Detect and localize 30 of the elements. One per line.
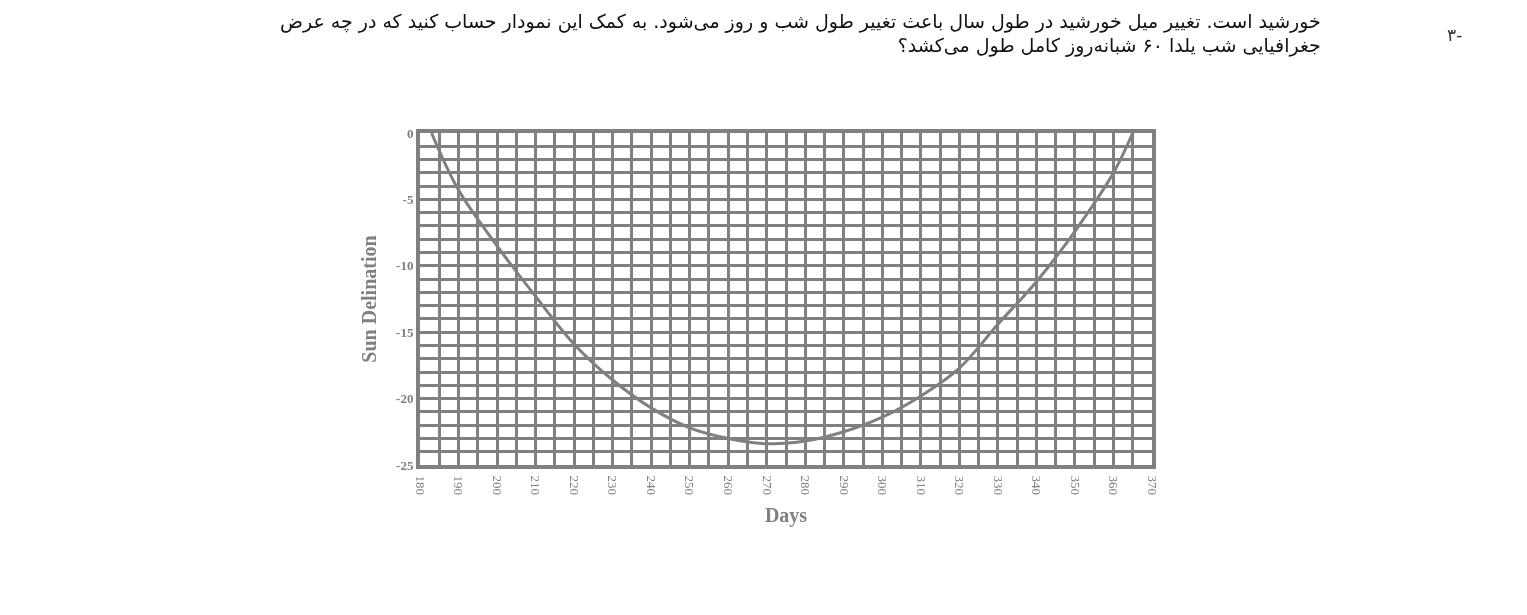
x-tick-label: 190 <box>451 475 467 496</box>
x-tick-label: 290 <box>836 475 852 496</box>
x-tick-label: 200 <box>489 475 505 496</box>
y-tick-label: 0 <box>406 125 414 141</box>
x-tick-label: 350 <box>1067 475 1083 496</box>
chart-title: خورشید است. تغییر میل خورشید در طول سال باعث تغییر طول شب و روز می‌شود. به کمک این نمودار حساب کنید که در چه عرض جغرافیایی شب یلدا ۶۰ شبانه‌روز کامل طول می‌کشد؟ <box>279 9 1321 58</box>
x-tick-label: 230 <box>605 475 621 496</box>
x-tick-label: 300 <box>875 475 891 496</box>
text: ۳- <box>1447 25 1463 45</box>
x-tick-label: 330 <box>990 475 1006 496</box>
y-tick-label: -15 <box>396 324 414 340</box>
x-tick-label: 240 <box>643 475 659 496</box>
x-tick-label: 280 <box>798 475 814 496</box>
x-tick-label: 370 <box>1144 475 1160 496</box>
y-axis-title: Sun Delination <box>358 235 381 363</box>
y-tick-label: -25 <box>396 457 414 473</box>
x-tick-label: 260 <box>720 475 736 496</box>
x-tick-label: 320 <box>952 475 968 496</box>
y-tick-label: -5 <box>402 191 414 207</box>
x-tick-label: 250 <box>682 475 698 496</box>
x-tick-label: 360 <box>1106 475 1122 496</box>
x-tick-label: 220 <box>566 475 582 496</box>
x-tick-label: 270 <box>759 475 775 496</box>
x-tick-label: 340 <box>1029 475 1045 496</box>
x-tick-label: 310 <box>913 475 929 496</box>
x-tick-label: 210 <box>528 475 544 496</box>
y-tick-label: -10 <box>396 258 414 274</box>
y-tick-label: -20 <box>396 391 414 407</box>
x-tick-label: 180 <box>412 475 428 496</box>
x-axis-title: Days <box>764 504 808 528</box>
